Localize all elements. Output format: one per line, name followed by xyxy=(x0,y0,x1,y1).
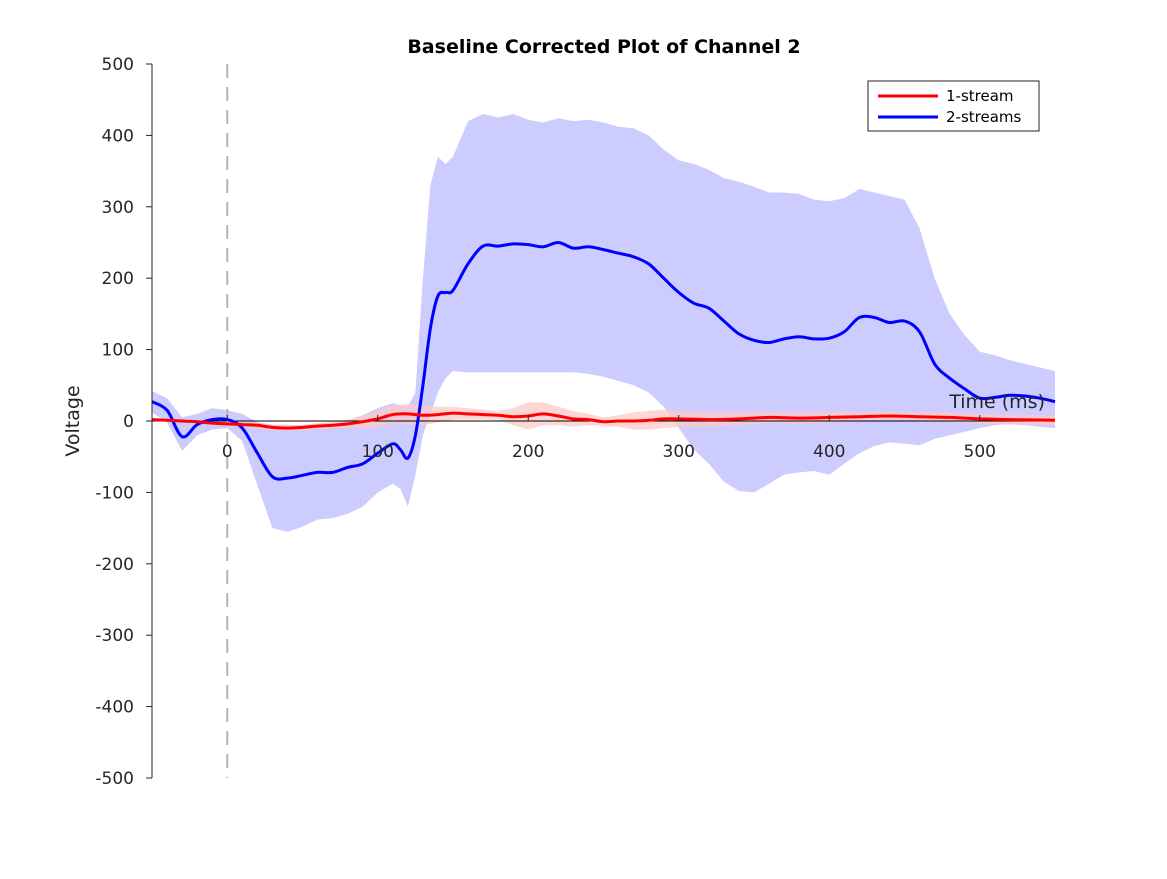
y-tick-label: -300 xyxy=(95,626,134,646)
legend-box xyxy=(867,80,1040,132)
y-tick-label: 200 xyxy=(102,269,134,289)
chart-title: Baseline Corrected Plot of Channel 2 xyxy=(407,36,800,58)
y-axis-label: Voltage xyxy=(62,385,84,456)
y-tick-label: -100 xyxy=(95,483,134,503)
y-tick-label: 400 xyxy=(102,126,134,146)
y-tick-label: -200 xyxy=(95,555,134,575)
legend-label-1-stream: 1-stream xyxy=(946,87,1014,105)
x-tick-label: 400 xyxy=(813,442,845,462)
x-tick-label: 100 xyxy=(362,442,394,462)
series-lines xyxy=(151,241,1056,481)
legend: 1-stream 2-streams xyxy=(867,80,1040,132)
series-line-1-stream xyxy=(151,411,1056,430)
legend-label-2-streams: 2-streams xyxy=(946,108,1022,126)
x-tick-label: 300 xyxy=(663,442,695,462)
y-tick-label: -400 xyxy=(95,698,134,718)
y-tick-label: -500 xyxy=(95,769,134,789)
y-tick-label: 0 xyxy=(123,412,134,432)
band-1-stream xyxy=(152,402,1055,431)
x-tick-label: 0 xyxy=(222,442,233,462)
x-tick-label: 200 xyxy=(512,442,544,462)
y-tick-label: 300 xyxy=(102,198,134,218)
confidence-bands xyxy=(152,114,1055,532)
y-tick-label: 100 xyxy=(102,341,134,361)
x-tick-label: 500 xyxy=(964,442,996,462)
x-axis-label: Time (ms) xyxy=(948,391,1045,413)
y-axis: -500 -400 -300 -200 -100 0 100 200 300 400 500 xyxy=(95,55,153,789)
x-axis: 0 100 200 300 400 500 xyxy=(222,415,996,462)
series-line-2-streams xyxy=(151,241,1056,481)
y-tick-label: 500 xyxy=(102,55,134,75)
